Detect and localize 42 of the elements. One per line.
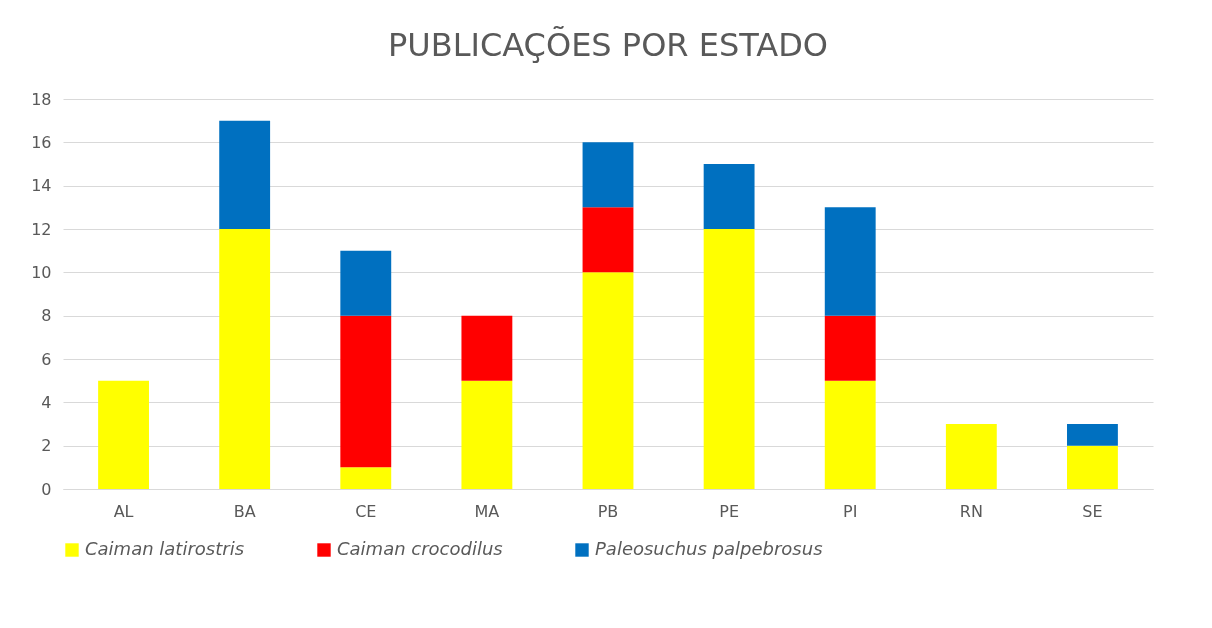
x-tick-label: RN: [959, 501, 983, 521]
x-tick-label: PI: [843, 501, 858, 521]
y-tick-label: 12: [31, 219, 52, 239]
x-tick-label: BA: [233, 501, 256, 521]
bar: [219, 120, 271, 229]
bar: [582, 207, 634, 273]
bar: [582, 272, 634, 489]
bar: [582, 142, 634, 208]
bar: [340, 467, 392, 489]
y-tick-label: 2: [41, 436, 52, 456]
y-tick-label: 6: [41, 349, 52, 369]
x-tick-label: CE: [355, 501, 377, 521]
y-tick-label: 18: [31, 89, 52, 109]
chart-title: PUBLICAÇÕES POR ESTADO: [387, 26, 829, 64]
bar: [1067, 445, 1118, 489]
bar: [340, 250, 392, 316]
y-tick-label: 0: [41, 479, 52, 499]
bar: [824, 207, 876, 316]
bar: [824, 315, 876, 381]
bar: [1067, 424, 1118, 446]
bar: [461, 315, 513, 381]
bar: [98, 380, 149, 489]
bar: [703, 229, 755, 489]
x-tick-label: PB: [597, 501, 619, 521]
y-tick-label: 4: [41, 392, 52, 412]
x-tick-label: PE: [719, 501, 739, 521]
bar: [945, 424, 997, 489]
x-tick-label: MA: [474, 501, 500, 521]
bar: [219, 229, 271, 489]
bar: [824, 380, 876, 489]
y-tick-label: 14: [31, 176, 52, 196]
y-tick-label: 16: [31, 132, 52, 152]
y-tick-label: 10: [31, 262, 52, 282]
legend-label: Paleosuchus palpebrosus: [595, 538, 823, 559]
legend-label: Caiman crocodilus: [337, 538, 503, 559]
x-tick-label: AL: [113, 501, 134, 521]
x-tick-label: SE: [1082, 501, 1103, 521]
bar: [340, 315, 392, 468]
legend-label: Caiman latirostris: [85, 538, 245, 559]
y-tick-label: 8: [41, 306, 52, 326]
bar: [703, 164, 755, 229]
bar: [461, 380, 513, 489]
